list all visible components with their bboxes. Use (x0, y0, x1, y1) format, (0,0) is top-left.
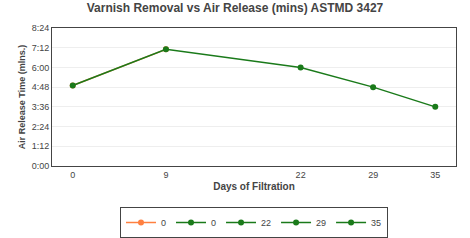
svg-text:0:00: 0:00 (32, 161, 50, 171)
svg-text:0: 0 (70, 170, 75, 180)
svg-text:4:48: 4:48 (32, 82, 50, 92)
svg-text:22: 22 (261, 218, 271, 228)
svg-text:8:24: 8:24 (32, 23, 50, 33)
svg-text:Air Release Time (mlns.): Air Release Time (mlns.) (17, 45, 27, 149)
svg-text:7:12: 7:12 (32, 43, 50, 53)
svg-text:0: 0 (211, 218, 216, 228)
svg-text:Varnish Removal vs Air Release: Varnish Removal vs Air Release (mins) AS… (87, 1, 384, 15)
svg-text:Days of Filtration: Days of Filtration (213, 181, 295, 192)
svg-text:29: 29 (368, 170, 378, 180)
svg-text:35: 35 (430, 170, 440, 180)
svg-text:0: 0 (161, 218, 166, 228)
svg-text:1:12: 1:12 (32, 141, 50, 151)
svg-text:3:36: 3:36 (32, 102, 50, 112)
svg-text:35: 35 (371, 218, 381, 228)
svg-text:2:24: 2:24 (32, 122, 50, 132)
svg-text:9: 9 (163, 170, 168, 180)
svg-text:6:00: 6:00 (32, 63, 50, 73)
svg-text:22: 22 (296, 170, 306, 180)
svg-text:29: 29 (316, 218, 326, 228)
